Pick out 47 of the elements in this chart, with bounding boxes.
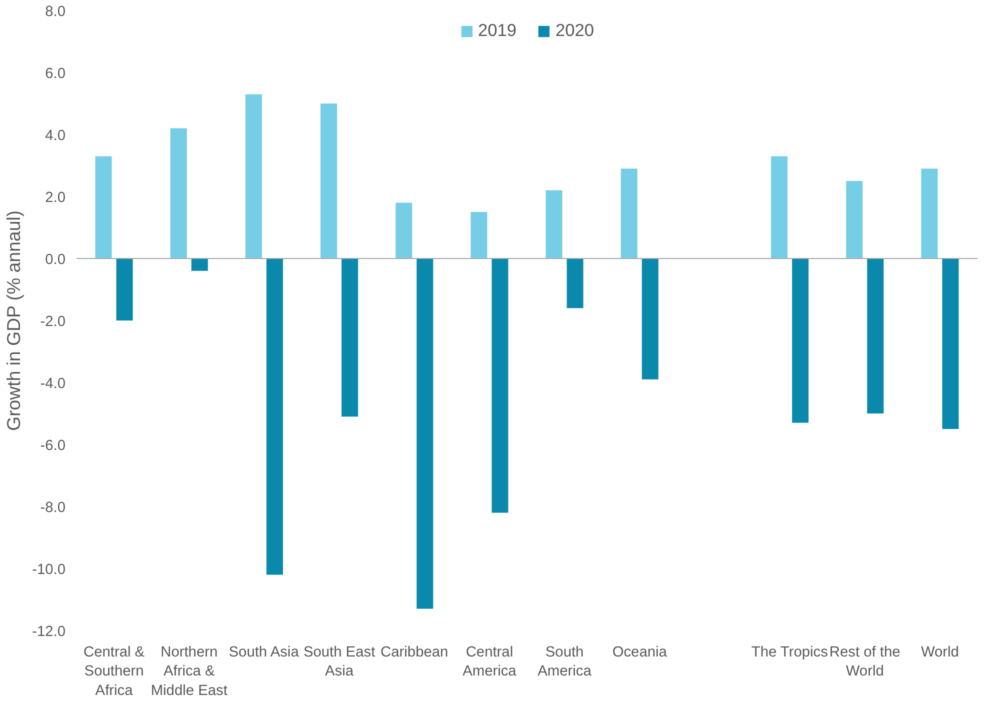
bar <box>942 258 959 429</box>
bar <box>342 258 358 417</box>
bar <box>867 258 884 414</box>
bar <box>566 258 584 308</box>
legend-label: 2020 <box>556 20 594 41</box>
y-tick-label: -12.0 <box>32 624 66 640</box>
bar <box>95 156 112 258</box>
bar <box>792 258 809 423</box>
x-tick-label: South Asia <box>228 644 300 660</box>
x-tick-label: Northern Africa & Middle East <box>150 644 228 699</box>
x-tick-label: The Tropics <box>751 644 828 660</box>
bar <box>470 212 488 258</box>
bar <box>620 168 638 258</box>
x-tick-label: South America <box>538 644 592 680</box>
bar <box>492 258 508 513</box>
x-tick-label: Central America <box>462 644 518 680</box>
y-tick-label: 2.0 <box>45 190 66 206</box>
bar <box>245 94 262 258</box>
bar <box>546 190 562 258</box>
y-tick-label: 0.0 <box>45 252 66 268</box>
y-tick-label: -10.0 <box>32 562 66 578</box>
bar <box>846 181 863 258</box>
y-tick-label: 4.0 <box>45 128 66 144</box>
y-axis-title: Growth in GDP (% annaul) <box>3 210 24 431</box>
y-tick-label: -8.0 <box>40 500 66 516</box>
bar <box>266 258 283 575</box>
y-tick-label: -6.0 <box>40 438 66 454</box>
legend-label: 2019 <box>478 20 516 41</box>
y-tick-label: -4.0 <box>40 376 66 392</box>
x-tick-label: World <box>920 644 959 660</box>
y-tick-label: 6.0 <box>45 66 66 82</box>
bar <box>116 258 133 320</box>
x-tick-label: Central & Southern Africa <box>83 644 145 699</box>
x-tick-label: South East Asia <box>303 644 376 680</box>
x-tick-label: Oceania <box>612 644 668 660</box>
bar <box>921 168 938 258</box>
bar <box>771 156 788 258</box>
bar <box>191 258 208 271</box>
bar <box>642 258 658 380</box>
y-tick-label: 8.0 <box>45 4 66 20</box>
bar <box>416 258 434 609</box>
y-tick-label: -2.0 <box>40 314 66 330</box>
x-tick-label: Caribbean <box>380 644 448 660</box>
x-tick-label: Rest of the World <box>829 644 900 680</box>
bar <box>170 128 187 258</box>
bar <box>396 202 412 258</box>
bar <box>320 104 338 258</box>
